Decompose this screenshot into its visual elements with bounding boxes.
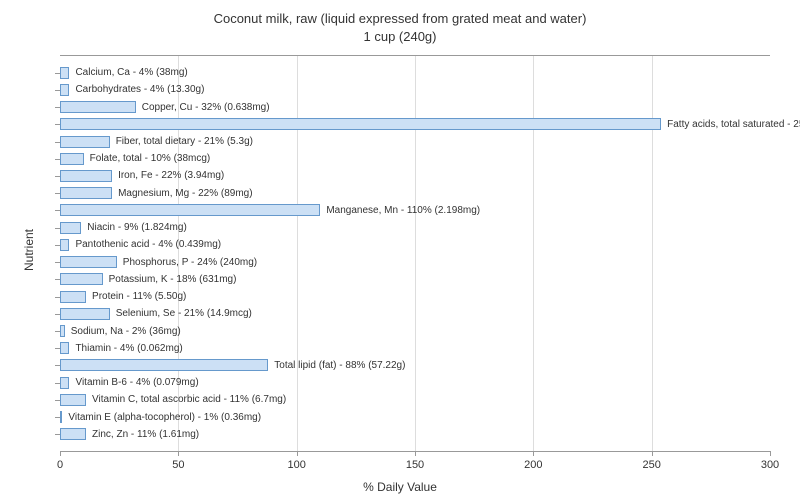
nutrient-bar (60, 67, 69, 79)
bar-row: Vitamin C, total ascorbic acid - 11% (6.… (60, 393, 286, 407)
gridline (533, 56, 534, 451)
bar-row: Fiber, total dietary - 21% (5.3g) (60, 135, 253, 149)
bar-label: Thiamin - 4% (0.062mg) (75, 343, 182, 354)
nutrient-bar (60, 377, 69, 389)
title-line2: 1 cup (240g) (364, 29, 437, 44)
gridline (297, 56, 298, 451)
nutrient-bar (60, 308, 110, 320)
bar-label: Manganese, Mn - 110% (2.198mg) (326, 205, 480, 216)
bar-row: Copper, Cu - 32% (0.638mg) (60, 100, 270, 114)
bar-label: Vitamin E (alpha-tocopherol) - 1% (0.36m… (68, 412, 261, 423)
x-axis-label: % Daily Value (363, 480, 437, 494)
bar-label: Calcium, Ca - 4% (38mg) (75, 67, 187, 78)
nutrient-bar (60, 239, 69, 251)
x-tick-mark (178, 451, 179, 456)
bar-label: Folate, total - 10% (38mcg) (90, 153, 211, 164)
nutrient-bar (60, 342, 69, 354)
bar-row: Calcium, Ca - 4% (38mg) (60, 66, 188, 80)
bar-row: Selenium, Se - 21% (14.9mcg) (60, 307, 252, 321)
nutrient-bar (60, 187, 112, 199)
bar-label: Zinc, Zn - 11% (1.61mg) (92, 429, 199, 440)
x-tick-label: 100 (287, 459, 305, 471)
bar-row: Magnesium, Mg - 22% (89mg) (60, 186, 253, 200)
nutrient-bar (60, 273, 103, 285)
y-axis-label: Nutrient (22, 229, 36, 271)
bar-label: Niacin - 9% (1.824mg) (87, 222, 186, 233)
x-tick-label: 50 (172, 459, 184, 471)
bar-row: Vitamin B-6 - 4% (0.079mg) (60, 376, 199, 390)
nutrient-bar (60, 204, 320, 216)
x-tick-mark (652, 451, 653, 456)
nutrient-bar (60, 118, 661, 130)
x-tick-mark (297, 451, 298, 456)
x-tick-label: 0 (57, 459, 63, 471)
x-tick-label: 200 (524, 459, 542, 471)
nutrient-bar (60, 325, 65, 337)
plot-area: 050100150200250300Calcium, Ca - 4% (38mg… (60, 55, 770, 452)
nutrient-bar (60, 256, 117, 268)
bar-label: Selenium, Se - 21% (14.9mcg) (116, 308, 252, 319)
bar-row: Sodium, Na - 2% (36mg) (60, 324, 181, 338)
nutrient-bar (60, 101, 136, 113)
bar-label: Phosphorus, P - 24% (240mg) (123, 257, 257, 268)
bar-label: Protein - 11% (5.50g) (92, 291, 186, 302)
bar-row: Phosphorus, P - 24% (240mg) (60, 255, 257, 269)
nutrient-bar (60, 84, 69, 96)
bar-label: Vitamin B-6 - 4% (0.079mg) (75, 377, 198, 388)
nutrient-bar (60, 411, 62, 423)
title-line1: Coconut milk, raw (liquid expressed from… (214, 11, 587, 26)
chart-title: Coconut milk, raw (liquid expressed from… (0, 0, 800, 46)
nutrient-bar (60, 153, 84, 165)
bar-label: Total lipid (fat) - 88% (57.22g) (274, 360, 405, 371)
bar-label: Fatty acids, total saturated - 254% (50.… (667, 119, 800, 130)
bar-label: Pantothenic acid - 4% (0.439mg) (75, 239, 221, 250)
bar-row: Fatty acids, total saturated - 254% (50.… (60, 117, 800, 131)
x-tick-mark (60, 451, 61, 456)
bar-row: Niacin - 9% (1.824mg) (60, 221, 187, 235)
bar-row: Pantothenic acid - 4% (0.439mg) (60, 238, 221, 252)
bar-row: Folate, total - 10% (38mcg) (60, 152, 210, 166)
nutrient-bar (60, 170, 112, 182)
bar-row: Iron, Fe - 22% (3.94mg) (60, 169, 224, 183)
x-tick-mark (533, 451, 534, 456)
nutrient-bar (60, 394, 86, 406)
bar-row: Potassium, K - 18% (631mg) (60, 272, 236, 286)
bar-label: Sodium, Na - 2% (36mg) (71, 326, 181, 337)
nutrient-bar (60, 136, 110, 148)
nutrient-bar (60, 222, 81, 234)
gridline (415, 56, 416, 451)
x-tick-label: 300 (761, 459, 779, 471)
x-tick-label: 150 (406, 459, 424, 471)
x-tick-label: 250 (642, 459, 660, 471)
bar-row: Vitamin E (alpha-tocopherol) - 1% (0.36m… (60, 410, 261, 424)
bar-label: Iron, Fe - 22% (3.94mg) (118, 170, 224, 181)
bar-row: Manganese, Mn - 110% (2.198mg) (60, 203, 480, 217)
nutrient-bar (60, 291, 86, 303)
bar-row: Thiamin - 4% (0.062mg) (60, 341, 183, 355)
bar-label: Carbohydrates - 4% (13.30g) (75, 84, 204, 95)
nutrient-bar (60, 359, 268, 371)
bar-label: Fiber, total dietary - 21% (5.3g) (116, 136, 253, 147)
x-tick-mark (415, 451, 416, 456)
x-tick-mark (770, 451, 771, 456)
bar-label: Vitamin C, total ascorbic acid - 11% (6.… (92, 394, 286, 405)
bar-row: Zinc, Zn - 11% (1.61mg) (60, 427, 199, 441)
bar-label: Copper, Cu - 32% (0.638mg) (142, 102, 270, 113)
nutrient-chart: Coconut milk, raw (liquid expressed from… (0, 0, 800, 500)
nutrient-bar (60, 428, 86, 440)
bar-row: Protein - 11% (5.50g) (60, 290, 186, 304)
bar-label: Potassium, K - 18% (631mg) (109, 274, 237, 285)
gridline (178, 56, 179, 451)
bar-label: Magnesium, Mg - 22% (89mg) (118, 188, 253, 199)
gridline (652, 56, 653, 451)
bar-row: Carbohydrates - 4% (13.30g) (60, 83, 204, 97)
bar-row: Total lipid (fat) - 88% (57.22g) (60, 358, 405, 372)
